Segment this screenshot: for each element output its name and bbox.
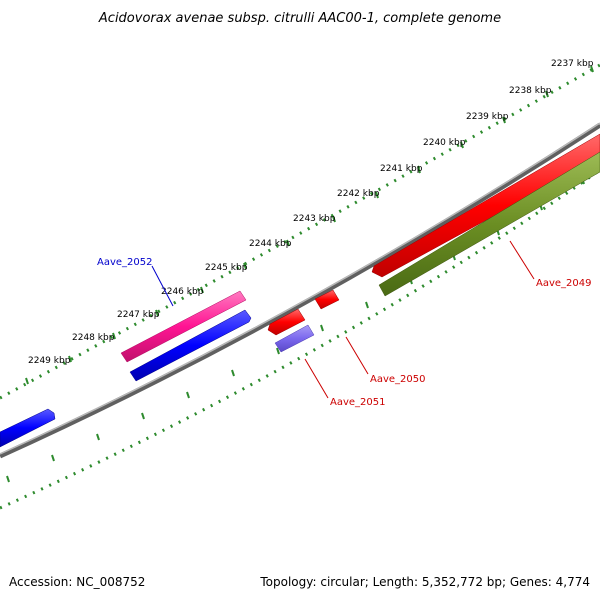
tick-label: 2237 kbp	[551, 59, 594, 69]
tick-label: 2242 kbp	[337, 189, 380, 199]
tick-label: 2239 kbp	[466, 112, 509, 122]
gene-aave-2050[interactable]	[314, 289, 340, 310]
tick-label: 2238 kbp	[509, 86, 552, 96]
gene-features	[0, 133, 600, 448]
tick-label: 2245 kbp	[205, 263, 248, 273]
inner-ruler-major-ticks	[6, 177, 585, 483]
tick-label: 2243 kbp	[293, 214, 336, 224]
tick-label: 2240 kbp	[423, 138, 466, 148]
tick-label: 2247 kbp	[117, 310, 160, 320]
outer-ruler-major-ticks	[25, 65, 594, 385]
gene-label-aave-2052[interactable]: Aave_2052	[97, 257, 153, 268]
gene-labels: Aave_2052 Aave_2049 Aave_2050 Aave_2051	[97, 257, 592, 408]
gene-aave-2052[interactable]	[120, 290, 247, 363]
gene-label-leaders	[151, 240, 535, 399]
tick-label: 2241 kbp	[380, 164, 423, 174]
gene-blue-2052-track[interactable]	[129, 309, 252, 382]
map-title: Acidovorax avenae subsp. citrulli AAC00-…	[98, 11, 501, 26]
outer-ruler	[0, 63, 600, 400]
gene-blue-left[interactable]	[0, 408, 56, 448]
tick-label: 2244 kbp	[249, 239, 292, 249]
inner-ruler	[0, 168, 600, 510]
accession-text: Accession: NC_008752	[9, 575, 145, 589]
genome-stats-text: Topology: circular; Length: 5,352,772 bp…	[259, 575, 590, 589]
tick-label: 2246 kbp	[161, 287, 204, 297]
gene-label-aave-2050[interactable]: Aave_2050	[370, 374, 426, 385]
gene-label-aave-2049[interactable]: Aave_2049	[536, 278, 592, 289]
ruler-labels: 2237 kbp 2238 kbp 2239 kbp 2240 kbp 2241…	[28, 59, 594, 366]
genome-backbone	[0, 122, 600, 459]
gene-aave-2051[interactable]	[267, 308, 315, 353]
gene-aave-2049[interactable]	[371, 133, 600, 297]
gene-label-aave-2051[interactable]: Aave_2051	[330, 397, 386, 408]
tick-label: 2249 kbp	[28, 356, 71, 366]
tick-label: 2248 kbp	[72, 333, 115, 343]
